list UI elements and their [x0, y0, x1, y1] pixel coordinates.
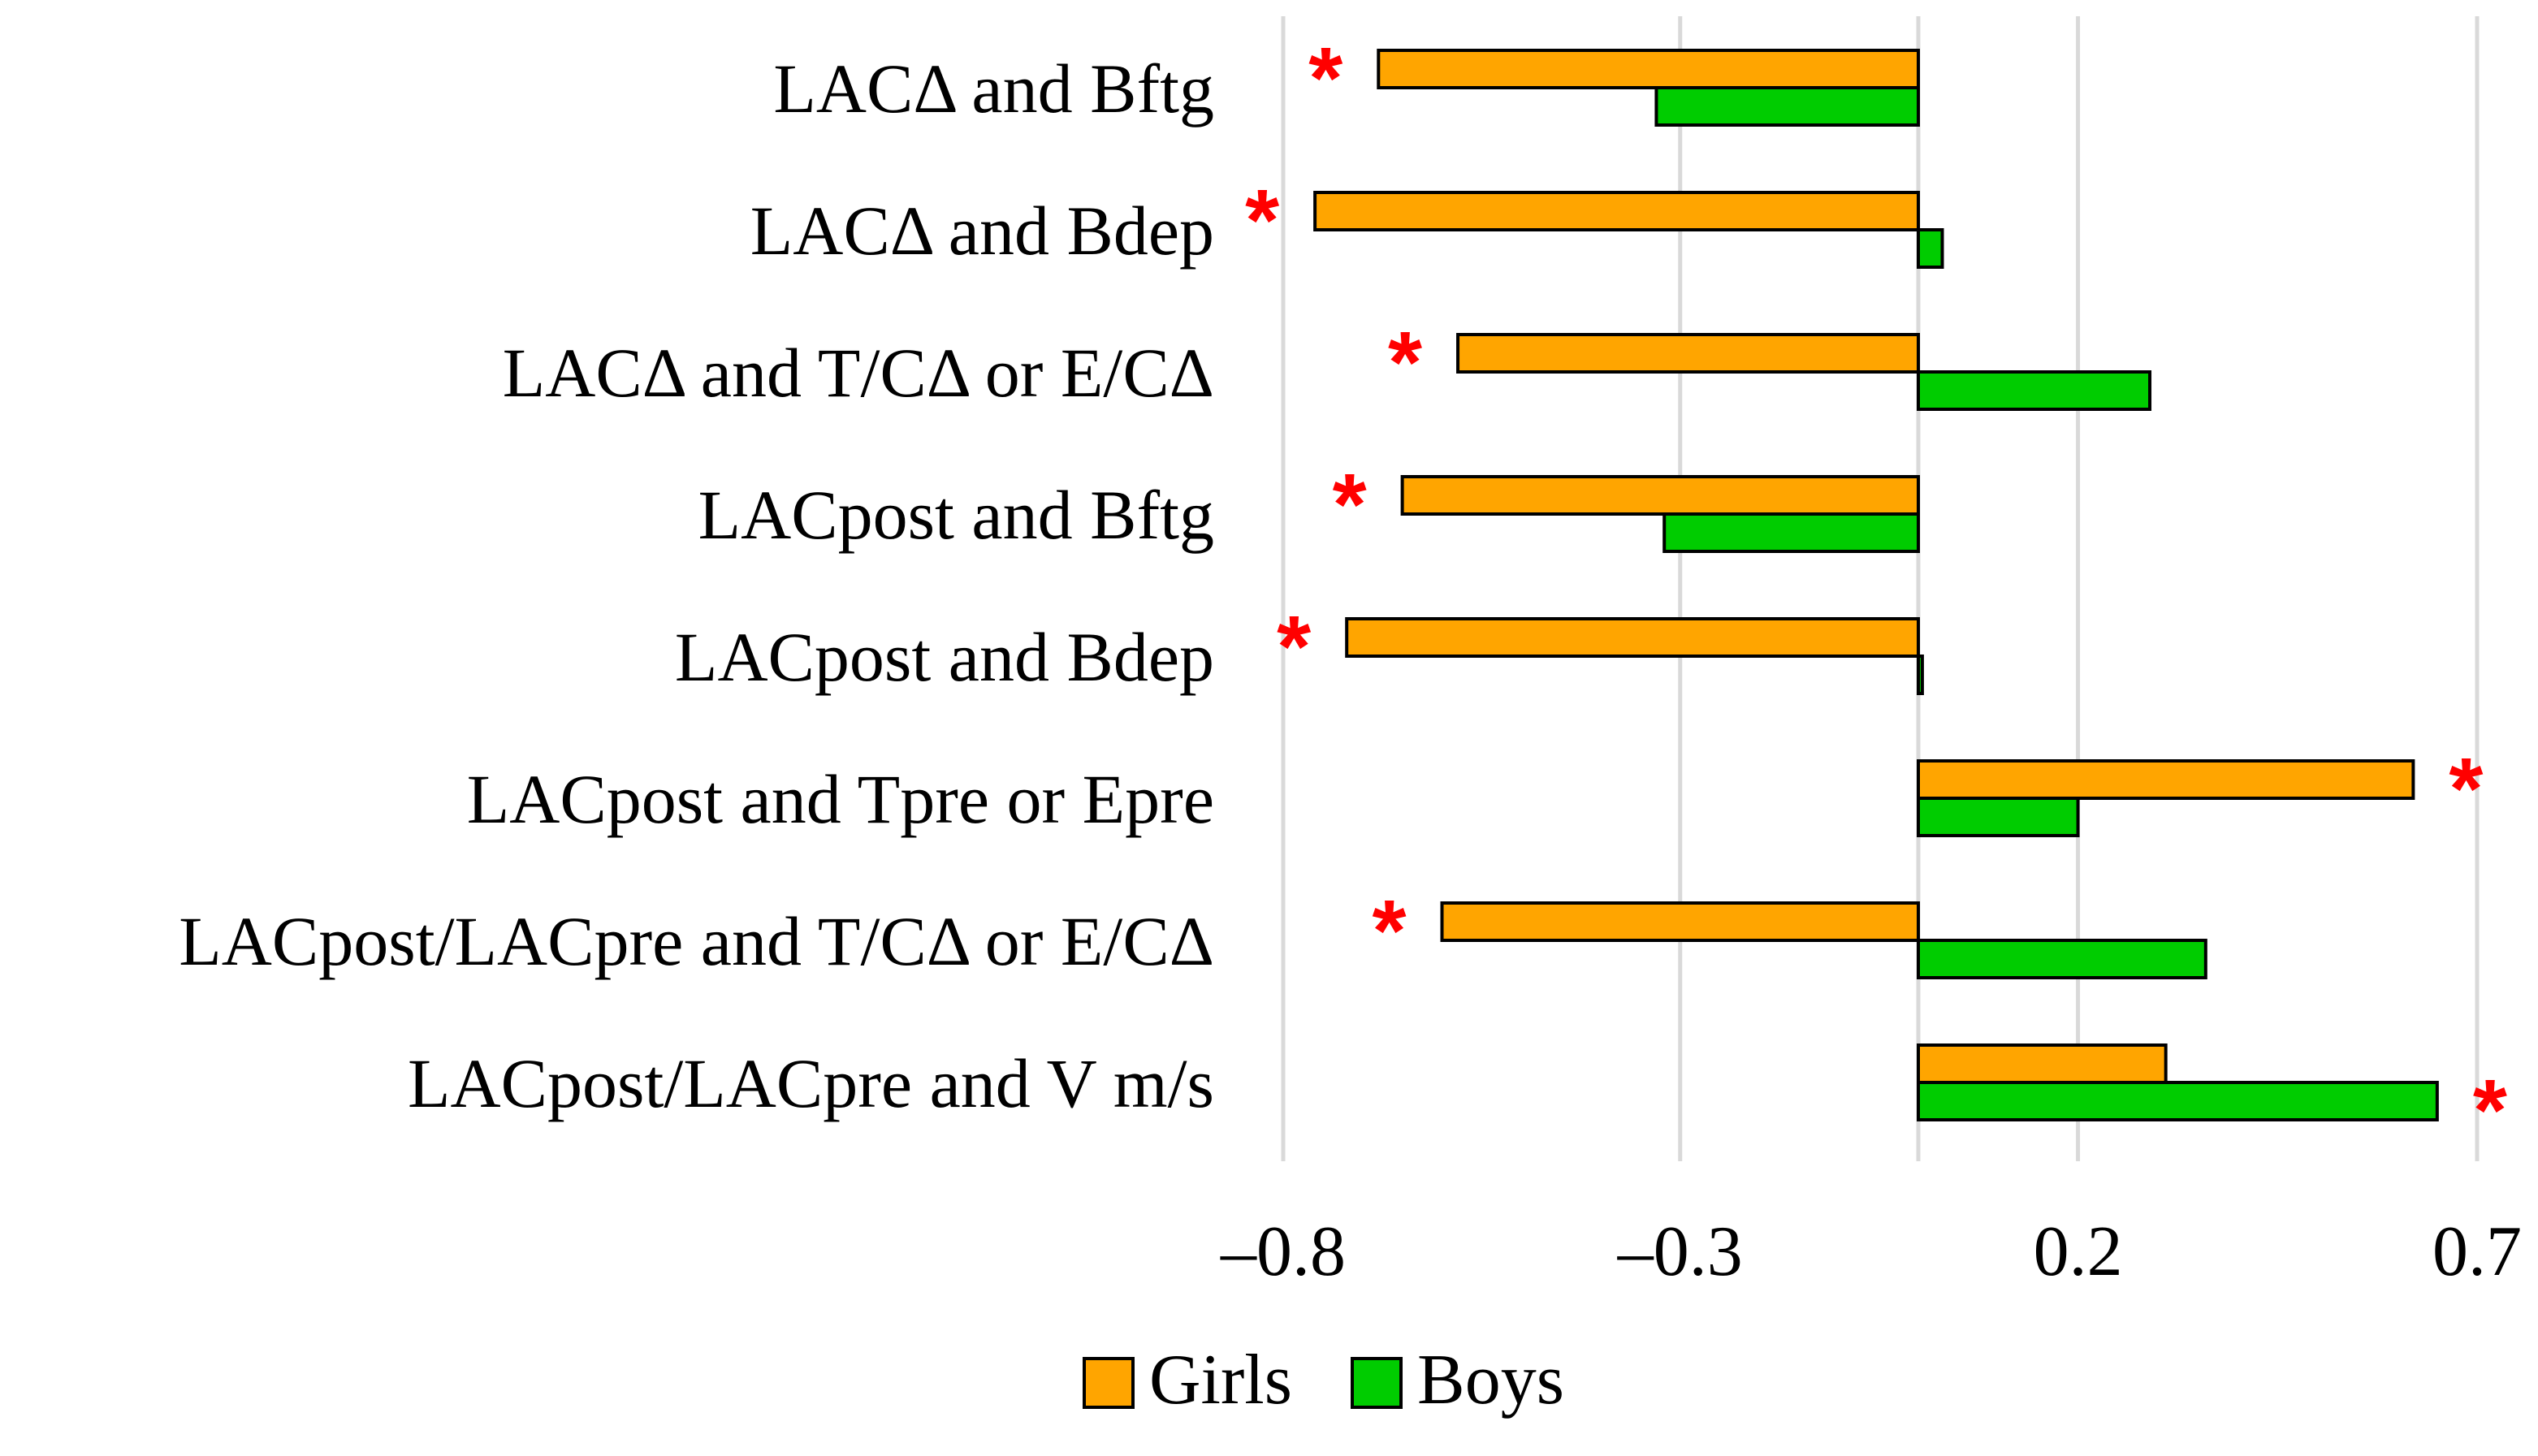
category-label: LACpost/LACpre and V m/s — [408, 1044, 1214, 1122]
category-label: LACΔ and Bftg — [773, 50, 1214, 127]
bar-girls — [1313, 191, 1920, 231]
bar-boys — [1917, 228, 1944, 269]
x-axis-tick-labels: –0.8 –0.3 0.2 0.7 — [1220, 1212, 2522, 1291]
bar-girls — [1917, 1043, 2168, 1084]
bar-girls — [1377, 49, 1921, 89]
bar-boys — [1917, 655, 1924, 695]
bar-boys — [1662, 512, 1920, 553]
bar-girls — [1345, 617, 1920, 658]
significance-star: * — [1277, 597, 1311, 695]
significance-markers: ******** — [1245, 28, 2507, 1159]
bars — [1313, 49, 2439, 1121]
significance-star: * — [1372, 881, 1406, 979]
bar-boys — [1917, 370, 2152, 411]
significance-star: * — [1388, 313, 1422, 411]
legend: Girls Boys — [1083, 1341, 1564, 1419]
bar-boys — [1917, 1081, 2439, 1121]
bar-boys — [1917, 797, 2080, 837]
x-tick-label: 0.2 — [2034, 1212, 2123, 1291]
category-label: LACpost and Bftg — [698, 476, 1214, 554]
category-label: LACpost/LACpre and T/CΔ or E/CΔ — [179, 902, 1214, 980]
significance-star: * — [1245, 171, 1279, 269]
x-tick-label: –0.8 — [1220, 1212, 1346, 1291]
category-label: LACpost and Bdep — [675, 618, 1214, 696]
x-tick-label: 0.7 — [2432, 1212, 2522, 1291]
bar-boys — [1654, 86, 1921, 127]
bar-girls — [1456, 333, 1921, 374]
significance-star: * — [2449, 739, 2483, 837]
legend-label-girls: Girls — [1149, 1341, 1292, 1419]
significance-star: * — [1308, 28, 1343, 127]
bar-girls — [1400, 475, 1920, 516]
significance-star: * — [1333, 455, 1367, 553]
bar-boys — [1917, 939, 2207, 979]
category-labels: LACΔ and Bftg LACΔ and Bdep LACΔ and T/CΔ … — [179, 50, 1214, 1122]
legend-swatch-boys — [1351, 1357, 1403, 1409]
legend-label-boys: Boys — [1417, 1341, 1564, 1419]
legend-swatch-girls — [1083, 1357, 1135, 1409]
category-label: LACpost and Tpre or Epre — [467, 760, 1214, 838]
bar-girls — [1440, 901, 1920, 942]
significance-star: * — [2473, 1061, 2507, 1159]
category-label: LACΔ and T/CΔ or E/CΔ — [503, 334, 1214, 412]
bar-girls — [1917, 759, 2415, 800]
gridlines — [1281, 16, 2480, 1161]
category-label: LACΔ and Bdep — [750, 192, 1214, 270]
x-tick-label: –0.3 — [1617, 1212, 1743, 1291]
